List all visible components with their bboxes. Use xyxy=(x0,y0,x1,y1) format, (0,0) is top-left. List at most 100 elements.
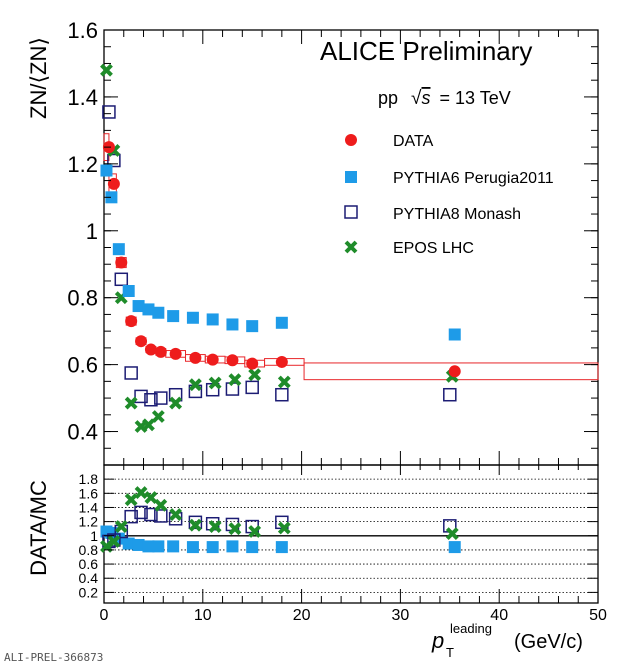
ratio-point-p6-4 xyxy=(132,538,145,551)
main-y-axis-label: ZN/⟨ZN⟩ xyxy=(26,37,51,119)
axis-ticks: 0.40.60.811.21.41.60.20.40.60.811.21.41.… xyxy=(67,18,607,624)
ratio-point-epos-10 xyxy=(228,522,242,536)
legend-label-data: DATA xyxy=(393,133,434,150)
point-p8-1 xyxy=(107,153,121,168)
ratio-point-epos-3 xyxy=(124,493,138,507)
ratio-point-p6-11 xyxy=(246,541,259,554)
point-p8-12 xyxy=(275,387,289,402)
point-epos-8 xyxy=(188,378,202,392)
main-ytick-label-0: 0.4 xyxy=(67,420,98,445)
ratio-point-epos-2 xyxy=(114,520,128,533)
main-ytick-label-3: 1 xyxy=(86,219,98,244)
legend-marker-pythia6 xyxy=(345,171,357,183)
ratio-ytick-label-0: 0.2 xyxy=(79,584,99,600)
legend: DATA PYTHIA6 Perugia2011 PYTHIA8 Monash … xyxy=(344,133,554,257)
main-ytick-label-6: 1.6 xyxy=(67,18,98,43)
point-p6-3 xyxy=(122,285,135,297)
point-p8-2 xyxy=(114,272,129,287)
ratio-y-axis-label: DATA/MC xyxy=(26,480,51,576)
point-data-3 xyxy=(125,315,138,328)
ratio-ytick-label-7: 1.6 xyxy=(79,485,99,501)
ratio-ytick-label-4: 1 xyxy=(90,528,98,544)
chart-title: ALICE Preliminary xyxy=(320,36,532,66)
ratio-ytick-label-2: 0.6 xyxy=(79,556,99,572)
xtick-label-3: 30 xyxy=(392,607,410,624)
ratio-point-p6-7 xyxy=(167,540,180,553)
ratio-point-epos-6 xyxy=(154,498,168,512)
xtick-label-1: 10 xyxy=(194,607,212,624)
x-axis-label-subscript: T xyxy=(446,645,454,660)
point-data-2 xyxy=(115,256,128,269)
preliminary-id: ALI-PREL-366873 xyxy=(4,651,103,664)
point-p6-13 xyxy=(448,328,461,341)
system-label: pp xyxy=(378,88,398,108)
point-p8-6 xyxy=(154,391,168,405)
point-data-7 xyxy=(169,347,182,360)
legend-label-epos: EPOS LHC xyxy=(393,240,474,257)
legend-marker-epos xyxy=(344,240,358,254)
point-p6-6 xyxy=(152,306,165,319)
point-p6-5 xyxy=(142,303,155,316)
ratio-point-p8-3 xyxy=(124,509,138,524)
ratio-point-p6-9 xyxy=(206,541,219,554)
point-p6-11 xyxy=(246,320,259,333)
point-data-1 xyxy=(107,177,120,190)
ratio-gridlines xyxy=(104,478,598,593)
ratio-point-p6-13 xyxy=(448,541,461,554)
ratio-point-epos-9 xyxy=(208,520,222,533)
point-epos-11 xyxy=(248,368,262,382)
main-ytick-label-2: 0.8 xyxy=(67,286,98,311)
main-ytick-label-1: 0.6 xyxy=(67,353,98,378)
xtick-label-2: 20 xyxy=(293,607,311,624)
point-data-10 xyxy=(226,354,239,367)
ratio-point-p6-6 xyxy=(152,540,165,553)
point-data-4 xyxy=(135,335,148,348)
ratio-plot-frame xyxy=(103,464,599,604)
point-epos-5 xyxy=(142,418,155,432)
xtick-label-5: 50 xyxy=(589,607,607,624)
point-p8-11 xyxy=(245,380,259,395)
point-p8-5 xyxy=(144,393,158,407)
ratio-point-p6-5 xyxy=(142,540,155,553)
point-epos-3 xyxy=(124,396,138,410)
energy-label: pp √s = 13 TeV xyxy=(378,88,511,109)
point-p6-0 xyxy=(100,164,113,177)
point-data-5 xyxy=(144,343,157,356)
ratio-point-epos-11 xyxy=(248,525,262,538)
point-p8-4 xyxy=(134,389,148,404)
ratio-point-p8-5 xyxy=(144,507,158,522)
ratio-point-p6-8 xyxy=(186,541,199,554)
point-data-9 xyxy=(206,353,219,366)
legend-label-pythia8: PYTHIA8 Monash xyxy=(393,206,521,223)
ratio-ytick-label-6: 1.4 xyxy=(79,499,99,515)
sqrt-sign: √ xyxy=(411,88,422,109)
point-p6-2 xyxy=(112,243,125,256)
ratio-point-p8-4 xyxy=(134,505,148,520)
point-p8-13 xyxy=(443,387,457,402)
point-p6-1 xyxy=(105,191,118,204)
ratio-ytick-label-1: 0.4 xyxy=(79,570,99,586)
ratio-point-p6-10 xyxy=(226,540,239,553)
energy-symbol: s xyxy=(421,88,430,108)
ratio-point-p6-12 xyxy=(275,541,288,554)
x-axis-label: p xyxy=(431,628,444,653)
main-ytick-label-4: 1.2 xyxy=(67,152,98,177)
ratio-point-epos-4 xyxy=(134,486,148,500)
ratio-point-p8-6 xyxy=(154,509,168,523)
point-data-6 xyxy=(154,345,167,358)
point-epos-7 xyxy=(169,396,183,410)
point-data-13 xyxy=(448,365,461,378)
ratio-point-epos-5 xyxy=(144,491,158,504)
ratio-point-epos-7 xyxy=(169,508,183,521)
point-epos-9 xyxy=(208,376,222,390)
point-p6-12 xyxy=(275,316,288,329)
point-epos-6 xyxy=(151,410,165,423)
legend-marker-data xyxy=(345,134,357,146)
ratio-ytick-label-3: 0.8 xyxy=(79,542,99,558)
point-p8-3 xyxy=(124,366,138,380)
main-data-points xyxy=(100,63,461,433)
x-axis-label-p: p xyxy=(431,628,444,653)
ratio-ytick-label-5: 1.2 xyxy=(79,514,99,530)
point-p8-0 xyxy=(102,105,116,119)
ratio-point-epos-1 xyxy=(107,535,121,548)
